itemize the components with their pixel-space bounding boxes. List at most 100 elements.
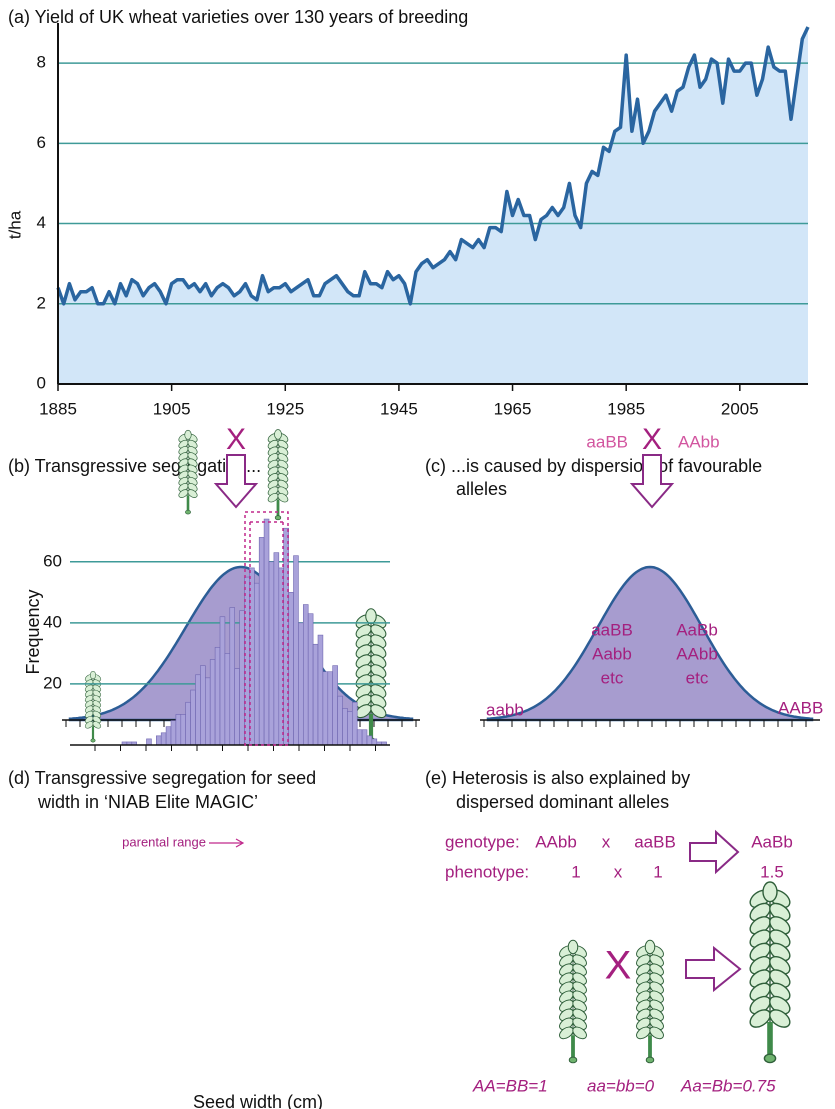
genotype: AaBb bbox=[751, 832, 793, 851]
bar bbox=[372, 739, 377, 745]
y-tick-label: 20 bbox=[43, 673, 62, 692]
bar bbox=[264, 519, 269, 745]
bar bbox=[318, 635, 323, 745]
row-label: phenotype: bbox=[445, 862, 529, 881]
bar bbox=[225, 653, 230, 745]
bar bbox=[215, 647, 220, 745]
arrow bbox=[686, 948, 740, 990]
legend-text: aa=bb=0 bbox=[587, 1076, 655, 1095]
bar bbox=[274, 553, 279, 745]
bar bbox=[338, 696, 343, 745]
genotype: AAbb bbox=[535, 832, 577, 851]
x-tick-label: 1965 bbox=[494, 399, 532, 418]
bar bbox=[210, 660, 215, 745]
bar bbox=[161, 733, 166, 745]
x-tick-label: 1885 bbox=[39, 399, 77, 418]
panel-title: alleles bbox=[456, 479, 507, 499]
phenotype: 1 bbox=[653, 862, 662, 881]
genotype: aaBB bbox=[634, 832, 676, 851]
bar bbox=[240, 611, 245, 745]
genotype-label: AABB bbox=[778, 698, 823, 717]
x-tick-label: 1925 bbox=[266, 399, 304, 418]
bar bbox=[347, 711, 352, 745]
bar bbox=[333, 666, 338, 745]
bar bbox=[298, 623, 303, 745]
bar bbox=[343, 708, 348, 745]
figure: (a) Yield of UK wheat varieties over 130… bbox=[0, 0, 835, 1109]
y-tick-label: 40 bbox=[43, 612, 62, 631]
bar bbox=[200, 666, 205, 745]
bar bbox=[303, 605, 308, 745]
bar bbox=[352, 702, 357, 745]
genotype-label: etc bbox=[601, 668, 624, 687]
bar bbox=[220, 617, 225, 745]
bar bbox=[235, 669, 240, 745]
y-tick-label: 4 bbox=[37, 213, 46, 232]
x-axis-label: Seed width (cm) bbox=[193, 1092, 323, 1109]
genotype-label: AAbb bbox=[676, 644, 718, 663]
genotype-label: aabb bbox=[486, 700, 524, 719]
bar bbox=[191, 690, 196, 745]
phenotype: 1 bbox=[571, 862, 580, 881]
bar bbox=[166, 727, 171, 745]
wheat-ear bbox=[177, 430, 198, 514]
wheat-ear bbox=[634, 940, 665, 1063]
panel-title: (a) Yield of UK wheat varieties over 130… bbox=[8, 7, 468, 27]
x-tick-label: 1945 bbox=[380, 399, 418, 418]
x-tick-label: 1985 bbox=[607, 399, 645, 418]
bar bbox=[313, 644, 318, 745]
y-tick-label: 0 bbox=[37, 373, 46, 392]
y-tick-label: 60 bbox=[43, 551, 62, 570]
annotation-arrow bbox=[209, 839, 243, 847]
row-label: genotype: bbox=[445, 832, 520, 851]
cross-symbol: X bbox=[642, 423, 662, 456]
cross-x: x bbox=[602, 832, 611, 851]
parent-genotype: aaBB bbox=[586, 432, 628, 451]
legend-text: AA=BB=1 bbox=[472, 1076, 548, 1095]
panel-title: (d) Transgressive segregation for seed bbox=[8, 768, 316, 788]
bar bbox=[362, 730, 367, 745]
genotype-label: Aabb bbox=[592, 644, 632, 663]
bar bbox=[205, 678, 210, 745]
area-fill bbox=[58, 27, 808, 384]
bar bbox=[181, 714, 186, 745]
wheat-ear bbox=[267, 430, 290, 520]
bar bbox=[323, 672, 328, 745]
cross-symbol: X bbox=[605, 944, 632, 988]
bar bbox=[171, 721, 176, 745]
bar bbox=[186, 702, 191, 745]
panel-title: (b) Transgressive segregation... bbox=[8, 456, 261, 476]
parent-genotype: AAbb bbox=[678, 432, 720, 451]
panel-title: (e) Heterosis is also explained by bbox=[425, 768, 690, 788]
x-tick-label: 2005 bbox=[721, 399, 759, 418]
bar bbox=[156, 736, 161, 745]
bar bbox=[294, 556, 299, 745]
bar bbox=[328, 672, 333, 745]
bar bbox=[308, 614, 313, 745]
cross-x: x bbox=[614, 862, 623, 881]
x-tick-label: 1905 bbox=[153, 399, 191, 418]
wheat-ear bbox=[354, 609, 388, 744]
bar bbox=[254, 583, 259, 745]
wheat-ear bbox=[747, 882, 793, 1063]
wheat-ear bbox=[84, 671, 102, 742]
wheat-ear bbox=[557, 940, 588, 1063]
bell-curve bbox=[488, 567, 812, 720]
panel-title: (c) ...is caused by dispersion of favour… bbox=[425, 456, 762, 476]
bar bbox=[176, 714, 181, 745]
bar bbox=[259, 537, 264, 745]
y-axis-label: Frequency bbox=[23, 589, 43, 674]
bar bbox=[147, 739, 152, 745]
bar bbox=[269, 562, 274, 745]
bar bbox=[230, 608, 235, 745]
y-tick-label: 6 bbox=[37, 133, 46, 152]
y-tick-label: 2 bbox=[37, 293, 46, 312]
arrow bbox=[690, 832, 738, 872]
genotype-label: aaBB bbox=[591, 620, 633, 639]
cross-symbol: X bbox=[226, 423, 246, 456]
bar bbox=[367, 736, 372, 745]
y-tick-label: 8 bbox=[37, 53, 46, 72]
panel-title: width in ‘NIAB Elite MAGIC’ bbox=[37, 792, 258, 812]
genotype-label: AaBb bbox=[676, 620, 718, 639]
bar bbox=[289, 592, 294, 745]
